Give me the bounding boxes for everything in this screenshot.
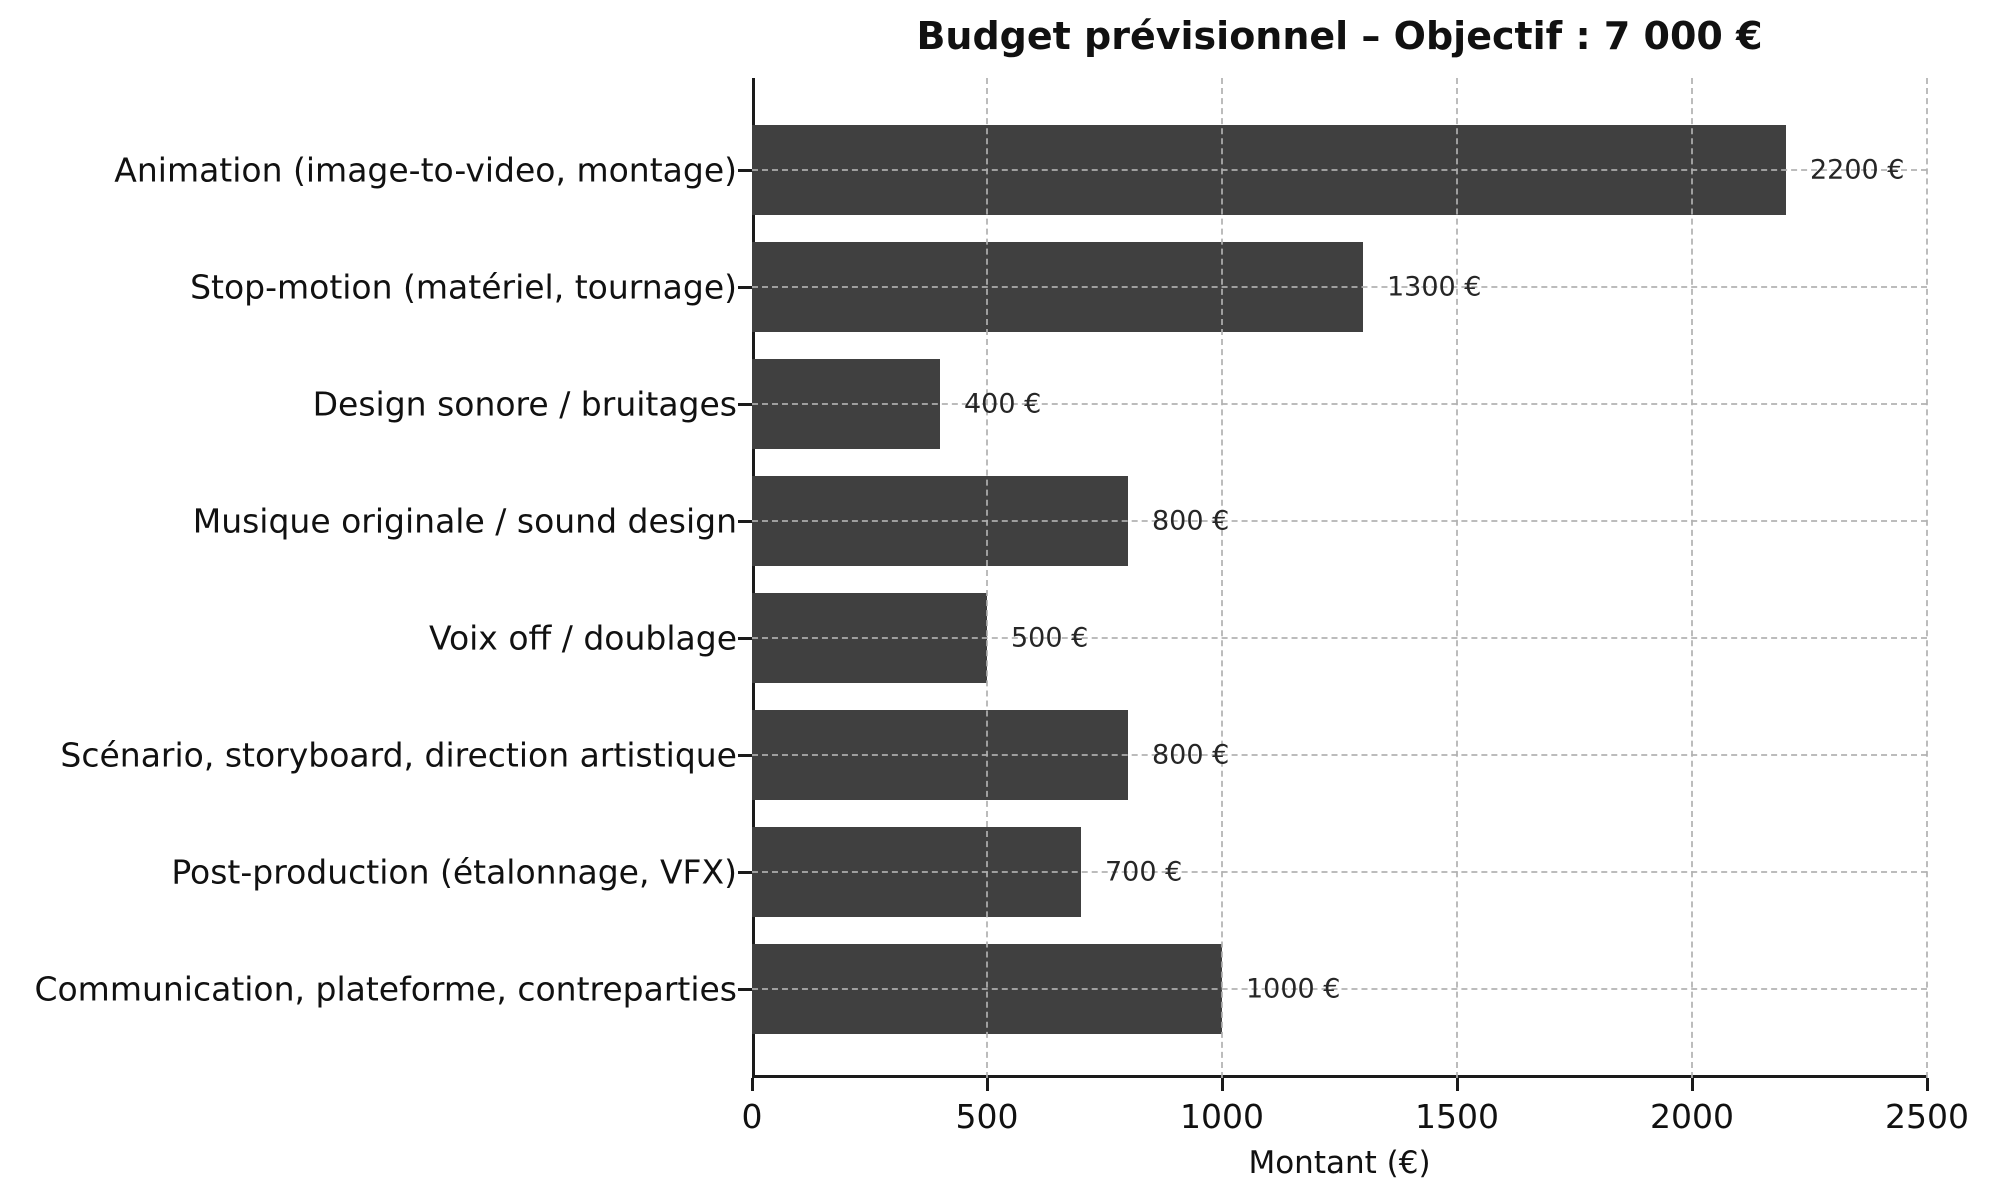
x-tick-mark bbox=[1925, 1078, 1929, 1091]
value-label: 1300 € bbox=[1387, 271, 1482, 303]
x-tick-mark bbox=[1220, 1078, 1224, 1091]
category-label: Voix off / doublage bbox=[428, 618, 737, 658]
chart-title: Budget prévisionnel – Objectif : 7 000 € bbox=[916, 14, 1763, 58]
category-label: Musique originale / sound design bbox=[192, 501, 737, 541]
x-tick-mark bbox=[1455, 1078, 1459, 1091]
y-tick-mark bbox=[738, 168, 752, 172]
category-label: Design sonore / bruitages bbox=[312, 384, 737, 424]
x-tick-mark bbox=[1690, 1078, 1694, 1091]
x-tick-label: 2500 bbox=[1885, 1097, 1969, 1136]
y-tick-mark bbox=[738, 636, 752, 640]
x-tick-label: 1500 bbox=[1415, 1097, 1499, 1136]
y-tick-mark bbox=[738, 870, 752, 874]
v-gridline bbox=[1221, 78, 1223, 1078]
value-label: 700 € bbox=[1105, 856, 1183, 888]
y-tick-mark bbox=[738, 285, 752, 289]
category-label: Stop-motion (matériel, tournage) bbox=[190, 267, 737, 307]
h-gridline bbox=[752, 637, 1927, 639]
value-label: 800 € bbox=[1152, 505, 1230, 537]
h-gridline bbox=[752, 520, 1927, 522]
h-gridline bbox=[752, 403, 1927, 405]
category-label: Scénario, storyboard, direction artistiq… bbox=[60, 735, 737, 775]
category-label: Post-production (étalonnage, VFX) bbox=[171, 852, 737, 892]
value-label: 2200 € bbox=[1810, 154, 1905, 186]
category-label: Communication, plateforme, contreparties bbox=[34, 969, 737, 1009]
category-label: Animation (image-to-video, montage) bbox=[114, 150, 737, 190]
value-label: 800 € bbox=[1152, 739, 1230, 771]
v-gridline bbox=[1456, 78, 1458, 1078]
plot-area bbox=[752, 78, 1927, 1078]
y-tick-mark bbox=[738, 402, 752, 406]
x-tick-label: 500 bbox=[955, 1097, 1019, 1136]
x-tick-label: 2000 bbox=[1650, 1097, 1734, 1136]
x-tick-label: 0 bbox=[741, 1097, 763, 1136]
h-gridline bbox=[752, 871, 1927, 873]
x-tick-mark bbox=[985, 1078, 989, 1091]
y-tick-mark bbox=[738, 987, 752, 991]
h-gridline bbox=[752, 169, 1927, 171]
h-gridline bbox=[752, 754, 1927, 756]
y-tick-mark bbox=[738, 519, 752, 523]
x-axis-label: Montant (€) bbox=[1248, 1145, 1431, 1181]
value-label: 500 € bbox=[1011, 622, 1089, 654]
x-tick-mark bbox=[750, 1078, 754, 1091]
v-gridline bbox=[986, 78, 988, 1078]
y-tick-mark bbox=[738, 753, 752, 757]
v-gridline bbox=[1691, 78, 1693, 1078]
h-gridline bbox=[752, 988, 1927, 990]
value-label: 400 € bbox=[964, 388, 1042, 420]
x-tick-label: 1000 bbox=[1180, 1097, 1264, 1136]
value-label: 1000 € bbox=[1246, 973, 1341, 1005]
v-gridline bbox=[1926, 78, 1928, 1078]
h-gridline bbox=[752, 286, 1927, 288]
